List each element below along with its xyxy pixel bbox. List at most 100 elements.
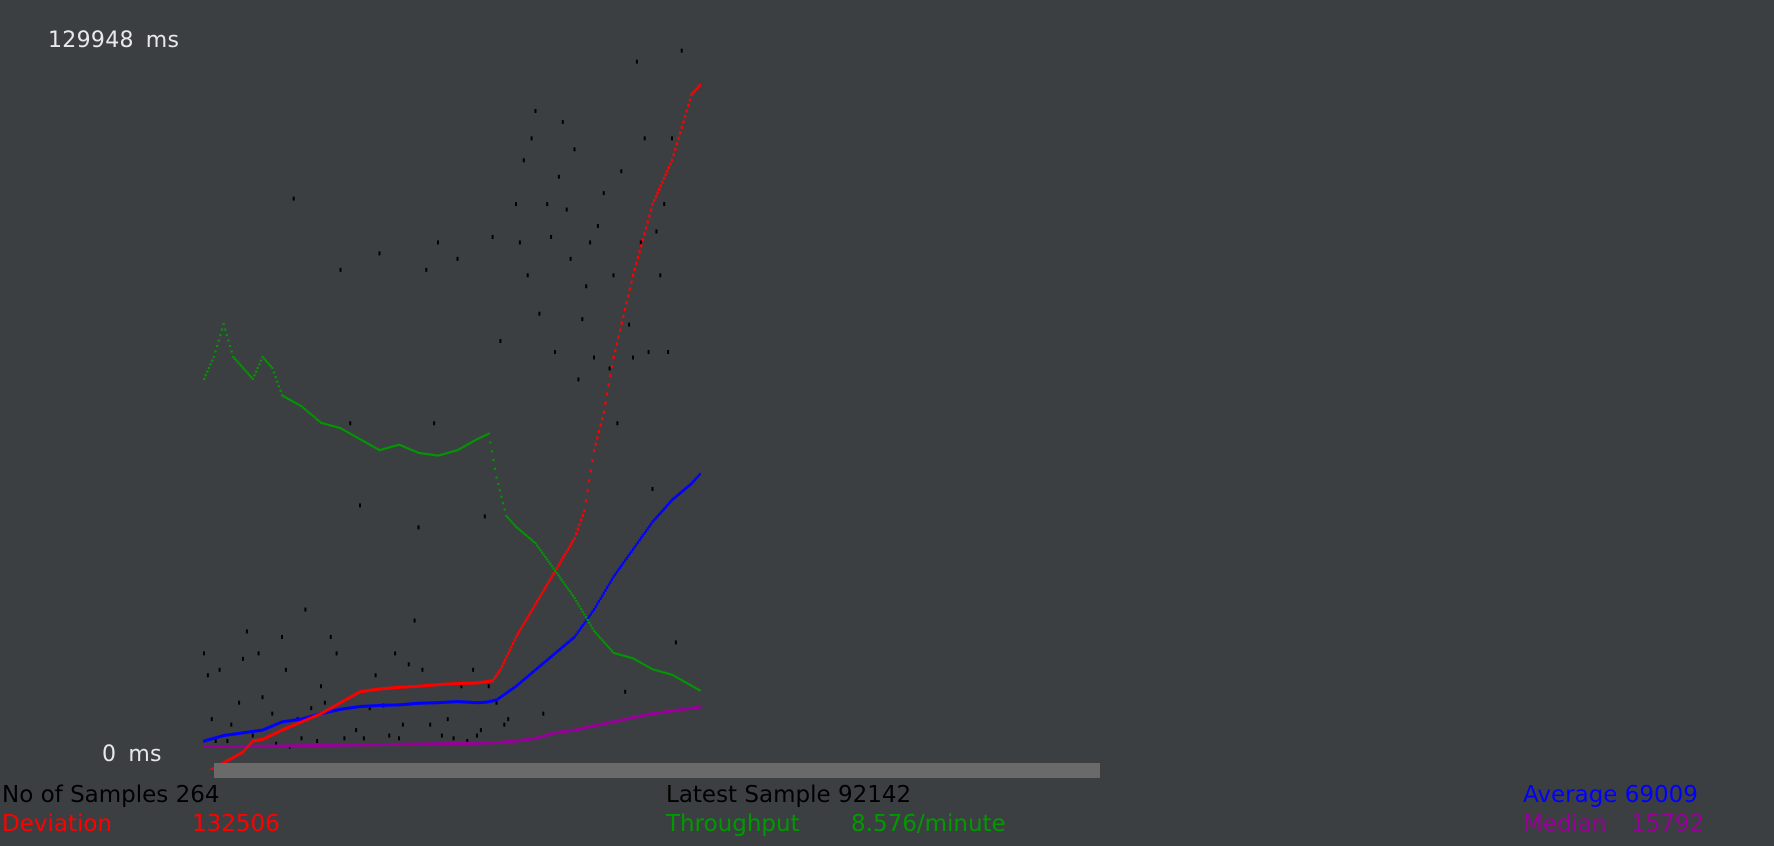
- deviation-point: [672, 153, 675, 157]
- throughput-point: [627, 655, 630, 658]
- average-point: [391, 703, 394, 707]
- throughput-point: [311, 414, 315, 417]
- deviation-point: [562, 555, 565, 559]
- data-point: [271, 711, 274, 716]
- deviation-point: [245, 746, 248, 750]
- deviation-point: [485, 680, 488, 684]
- deviation-point: [415, 684, 419, 688]
- average-point: [645, 529, 648, 533]
- average-point: [212, 736, 215, 740]
- throughput-point: [492, 459, 495, 462]
- average-point: [263, 727, 266, 731]
- median-point: [328, 743, 331, 747]
- deviation-point: [256, 738, 259, 742]
- data-point: [316, 739, 319, 744]
- horizontal-scrollbar[interactable]: [214, 763, 1100, 778]
- latest-sample-stat: Latest Sample 92142: [666, 782, 911, 808]
- median-point: [677, 708, 680, 712]
- data-point: [589, 240, 592, 245]
- median-point: [482, 741, 485, 745]
- average-point: [347, 706, 350, 710]
- deviation-point: [248, 743, 251, 747]
- median-point: [643, 713, 646, 717]
- deviation-point: [412, 685, 415, 689]
- deviation-point: [472, 681, 475, 685]
- deviation-point: [339, 701, 342, 705]
- throughput-point: [477, 437, 480, 440]
- average-point: [479, 701, 482, 705]
- median-point: [567, 729, 570, 733]
- deviation-point: [430, 683, 433, 687]
- average-point: [536, 666, 539, 670]
- throughput-point: [294, 401, 297, 404]
- average-point: [599, 597, 602, 601]
- data-point: [343, 736, 346, 741]
- deviation-point: [233, 755, 237, 759]
- median-point: [404, 742, 407, 746]
- average-point: [493, 698, 497, 702]
- average-point: [547, 657, 550, 661]
- data-point: [452, 736, 455, 741]
- median-point: [380, 743, 383, 747]
- throughput-point: [521, 531, 524, 534]
- median-point: [219, 745, 222, 749]
- deviation-point: [552, 572, 555, 576]
- average-point: [331, 709, 334, 713]
- deviation-point: [326, 708, 329, 712]
- throughput-point: [337, 426, 341, 429]
- average-point: [396, 703, 399, 707]
- throughput-point: [666, 672, 669, 675]
- median-point: [495, 741, 498, 745]
- average-point: [495, 698, 498, 702]
- median-point: [376, 743, 380, 747]
- average-point: [617, 568, 620, 572]
- median-point: [633, 715, 636, 719]
- data-point: [417, 525, 420, 530]
- throughput-point: [467, 442, 471, 445]
- average-point: [237, 732, 240, 736]
- deviation-point: [427, 683, 430, 687]
- average-point: [485, 700, 488, 704]
- deviation-point: [336, 703, 339, 707]
- data-point: [534, 108, 537, 113]
- throughput-point: [607, 646, 610, 649]
- throughput-point: [664, 671, 667, 674]
- median-point: [217, 745, 220, 749]
- average-point: [684, 487, 687, 491]
- median-point: [649, 712, 653, 716]
- average-point: [619, 566, 622, 570]
- throughput-point: [233, 357, 237, 360]
- average-point: [437, 701, 440, 705]
- throughput-point: [230, 350, 233, 353]
- throughput-point: [362, 440, 365, 443]
- throughput-point: [617, 653, 620, 656]
- data-point: [499, 339, 502, 344]
- throughput-stat: Throughput 8.576/minute: [666, 811, 1006, 837]
- median-point: [372, 743, 375, 747]
- median-point: [575, 728, 578, 732]
- deviation-point: [212, 766, 215, 770]
- throughput-point: [593, 629, 596, 632]
- median-point: [571, 728, 575, 732]
- throughput-series: [203, 323, 701, 692]
- throughput-point: [402, 445, 406, 448]
- average-point: [581, 624, 584, 628]
- throughput-point: [295, 402, 298, 405]
- average-point: [641, 534, 644, 538]
- throughput-point: [469, 441, 472, 444]
- data-point: [565, 207, 568, 212]
- median-point: [440, 742, 443, 746]
- median-point: [349, 743, 352, 747]
- median-point: [346, 743, 349, 747]
- throughput-point: [518, 528, 521, 531]
- median-point: [550, 732, 553, 736]
- average-point: [235, 732, 238, 736]
- median-point: [508, 740, 511, 744]
- average-point: [451, 700, 454, 704]
- deviation-point: [505, 655, 508, 659]
- deviation-point: [636, 256, 640, 260]
- throughput-point: [399, 444, 402, 447]
- median-point: [471, 741, 474, 745]
- average-point: [503, 692, 506, 696]
- deviation-point: [643, 232, 646, 236]
